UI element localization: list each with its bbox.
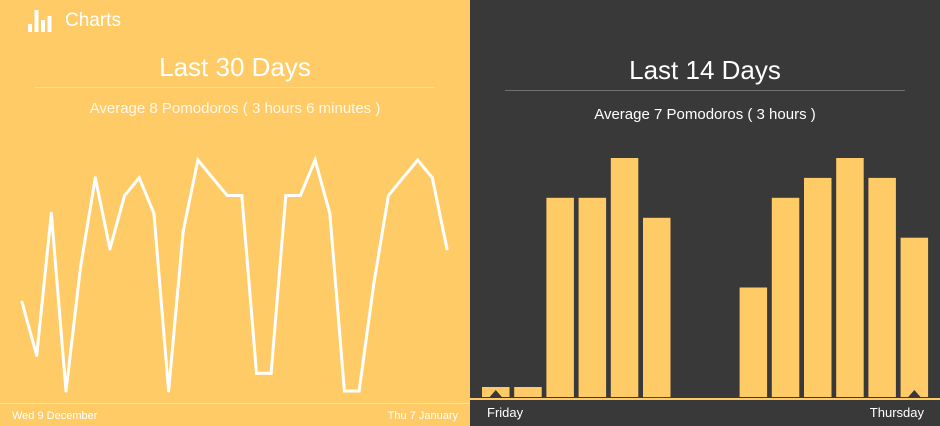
bar-13 — [900, 237, 929, 397]
line-point-27 — [416, 158, 420, 162]
line-point-6 — [108, 247, 112, 251]
bar-11 — [836, 158, 864, 397]
line-point-26 — [401, 176, 405, 180]
line-point-0 — [20, 300, 24, 304]
bar-4 — [610, 158, 639, 397]
line-point-29 — [445, 247, 449, 251]
last-14-days-panel: Last 14 Days Average 7 Pomodoros ( 3 hou… — [470, 0, 940, 426]
line-point-4 — [79, 265, 83, 269]
line-chart-baseline — [0, 403, 470, 404]
bar-chart-average: Average 7 Pomodoros ( 3 hours ) — [594, 106, 816, 123]
line-point-11 — [181, 229, 185, 233]
line-point-8 — [137, 176, 141, 180]
bar-9 — [771, 197, 800, 397]
line-point-20 — [313, 158, 317, 162]
line-point-25 — [386, 194, 390, 198]
line-point-19 — [298, 194, 302, 198]
bar-10 — [804, 177, 832, 397]
line-point-16 — [254, 371, 258, 375]
line-point-14 — [225, 194, 229, 198]
line-point-17 — [269, 371, 273, 375]
line-point-15 — [240, 194, 244, 198]
line-point-13 — [211, 176, 215, 180]
line-chart-end-label: Thu 7 January — [387, 410, 458, 422]
line-chart — [20, 155, 449, 393]
end-marker-icon — [907, 390, 922, 398]
last-30-days-panel: Charts Last 30 Days Average 8 Pomodoros … — [0, 0, 470, 426]
line-point-12 — [196, 158, 200, 162]
bar-1 — [514, 387, 542, 397]
line-point-1 — [35, 353, 39, 357]
bar-8 — [739, 287, 768, 397]
line-point-23 — [357, 389, 361, 393]
start-marker-icon — [488, 390, 503, 398]
line-chart-start-label: Wed 9 December — [12, 410, 98, 422]
line-point-3 — [64, 389, 68, 393]
bar-chart — [482, 158, 929, 398]
title-divider — [35, 87, 435, 88]
line-point-2 — [49, 211, 53, 215]
bar-chart-icon — [28, 10, 52, 32]
line-point-10 — [167, 389, 171, 393]
line-point-21 — [328, 211, 332, 215]
bar-chart-title: Last 14 Days — [629, 55, 781, 85]
app-header[interactable]: Charts — [27, 8, 121, 34]
bar-2 — [546, 197, 574, 397]
app-title: Charts — [65, 10, 121, 31]
line-point-22 — [342, 389, 346, 393]
bar-chart-start-label: Friday — [487, 405, 524, 420]
bar-3 — [578, 197, 607, 397]
line-point-28 — [430, 176, 434, 180]
bar-12 — [868, 177, 896, 397]
line-point-9 — [152, 211, 156, 215]
line-point-18 — [284, 194, 288, 198]
line-series — [20, 155, 449, 393]
line-point-5 — [93, 176, 97, 180]
line-point-7 — [123, 194, 127, 198]
bar-5 — [643, 217, 671, 398]
bar-chart-end-label: Thursday — [869, 405, 924, 420]
bar-chart-baseline — [470, 398, 940, 400]
line-chart-average: Average 8 Pomodoros ( 3 hours 6 minutes … — [89, 100, 381, 117]
line-chart-title: Last 30 Days — [159, 52, 311, 82]
title-divider — [505, 90, 905, 91]
line-point-24 — [372, 282, 376, 286]
